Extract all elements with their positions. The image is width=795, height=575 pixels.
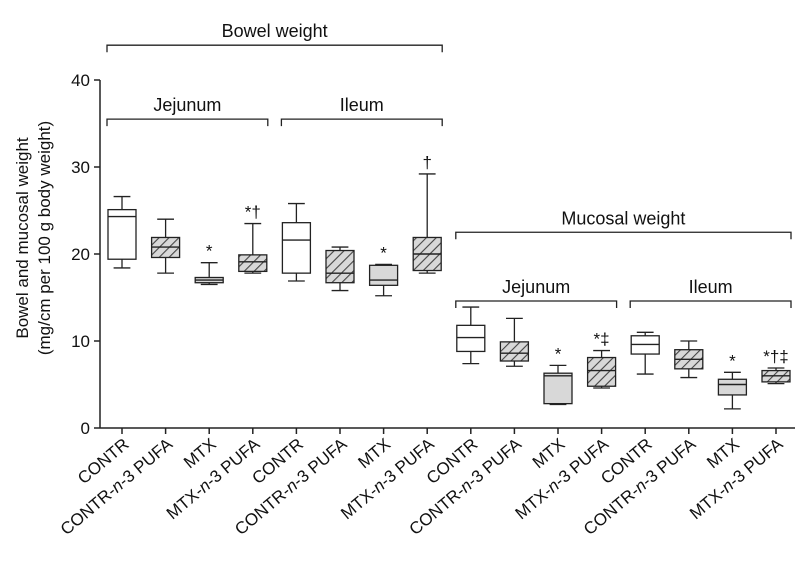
y-axis-title-line-1: Bowel and mucosal weight — [13, 137, 32, 339]
significance-marker: * — [729, 351, 736, 370]
box-16 — [761, 367, 791, 385]
box-8 — [412, 173, 442, 274]
y-tick-label: 40 — [71, 71, 90, 90]
bracket-label: Jejunum — [502, 277, 570, 297]
iqr-box — [281, 222, 312, 274]
bracket-5: Jejunum — [455, 277, 618, 308]
significance-marker: * — [380, 243, 387, 262]
bracket-1: Bowel weight — [106, 21, 443, 53]
box-1 — [107, 195, 137, 269]
boxes — [107, 173, 791, 410]
y-tick-label: 10 — [71, 332, 90, 351]
significance-marker: * — [555, 344, 562, 363]
bracket-line — [106, 118, 269, 127]
significance-markers: **†*†**‡* *†‡ — [206, 153, 789, 370]
bracket-2: Jejunum — [106, 95, 269, 127]
bracket-label: Ileum — [340, 95, 384, 115]
iqr-box — [717, 378, 748, 396]
bracket-label: Mucosal weight — [561, 208, 685, 228]
iqr-box — [107, 208, 137, 260]
box-12 — [586, 349, 617, 389]
significance-marker: † — [422, 153, 431, 172]
iqr-box — [543, 372, 573, 405]
box-7 — [368, 263, 399, 297]
significance-marker: *† — [245, 203, 261, 222]
axes: 0 10 20 30 40 — [71, 71, 795, 438]
bracket-line — [455, 300, 618, 308]
significance-marker: *‡ — [594, 330, 610, 349]
box-14 — [674, 340, 704, 379]
bracket-line — [629, 300, 792, 308]
iqr-box — [368, 264, 399, 286]
box-15 — [717, 371, 748, 410]
box-11 — [543, 364, 573, 406]
box-10 — [499, 317, 530, 367]
box-13 — [630, 331, 660, 375]
group-brackets: Bowel weight Jejunum Ileum Mucosal weight Je… — [106, 21, 792, 308]
box-5 — [281, 202, 312, 282]
bracket-line — [280, 118, 443, 127]
significance-marker: * — [206, 242, 213, 261]
bracket-4: Mucosal weight — [455, 208, 792, 240]
bracket-6: Ileum — [629, 277, 792, 308]
bracket-label: Jejunum — [153, 95, 221, 115]
box-6 — [325, 246, 355, 292]
box-2 — [150, 218, 181, 274]
iqr-box — [586, 356, 617, 387]
bracket-3: Ileum — [280, 95, 443, 127]
bracket-line — [455, 231, 792, 240]
y-axis-title-line-2: (mg/cm per 100 g body weight) — [35, 121, 54, 355]
iqr-box — [238, 254, 268, 273]
significance-marker: *†‡ — [763, 347, 789, 366]
bracket-line — [106, 44, 443, 53]
bracket-label: Ileum — [689, 277, 733, 297]
iqr-box — [456, 324, 486, 353]
iqr-box — [499, 341, 530, 362]
bracket-label: Bowel weight — [222, 21, 328, 41]
iqr-box — [325, 249, 355, 284]
y-tick-label: 0 — [81, 419, 90, 438]
y-tick-label: 20 — [71, 245, 90, 264]
box-3 — [194, 262, 224, 286]
y-tick-label: 30 — [71, 158, 90, 177]
box-9 — [456, 306, 486, 365]
box-4 — [238, 222, 268, 274]
